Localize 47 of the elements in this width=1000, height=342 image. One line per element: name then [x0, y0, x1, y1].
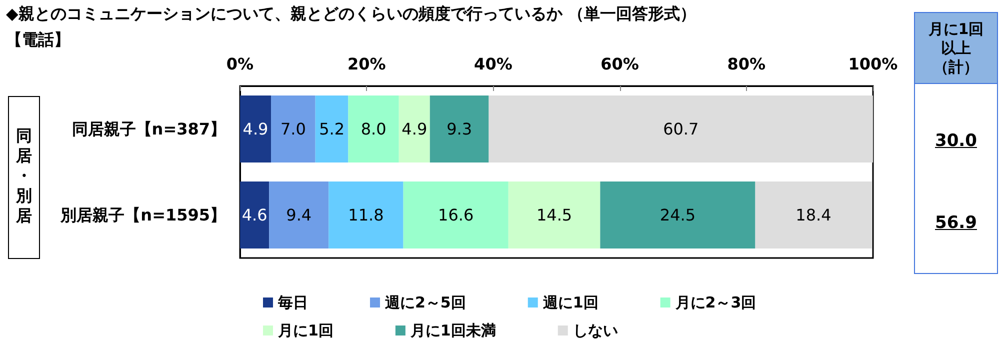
x-tick-label: 0% — [226, 54, 254, 74]
bar — [755, 181, 872, 249]
bar — [240, 181, 270, 249]
y-tick-label: 別居親子【n=1595】 — [60, 206, 226, 224]
data-label: 9.4 — [286, 206, 312, 224]
x-tick-label: 60% — [600, 54, 639, 74]
data-label: 11.8 — [348, 206, 384, 224]
data-label: 18.4 — [796, 206, 832, 224]
legend-label: 月に1回未満 — [409, 322, 496, 340]
bar — [328, 181, 404, 249]
data-label: 9.3 — [446, 120, 472, 138]
legend-label: 月に1回 — [277, 322, 334, 340]
x-tick-label: 20% — [347, 54, 386, 74]
bar — [271, 95, 316, 163]
text: 【電話】 — [6, 30, 70, 51]
data-label: 16.6 — [438, 206, 474, 224]
data-label: 7.0 — [280, 120, 306, 138]
legend-label: 毎日 — [277, 294, 308, 312]
data-label: 24.5 — [660, 206, 696, 224]
bar — [488, 95, 873, 163]
x-tick-label: 80% — [727, 54, 766, 74]
legend-label: 月に2～3回 — [674, 294, 756, 312]
data-label: 5.2 — [319, 120, 345, 138]
bar — [508, 181, 600, 249]
data-label: 8.0 — [360, 120, 386, 138]
x-tick-label: 40% — [474, 54, 512, 74]
legend-label: 週に2～5回 — [384, 294, 466, 312]
bar — [600, 181, 756, 249]
data-label: 4.9 — [242, 120, 268, 138]
data-label: 4.9 — [402, 120, 428, 138]
data-label: 14.5 — [536, 206, 572, 224]
bar — [430, 95, 489, 163]
legend-label: 週に1回 — [542, 294, 598, 312]
y-axis-title: 同居・別居 — [14, 126, 33, 226]
bar — [398, 95, 430, 163]
bar — [348, 95, 399, 163]
bar — [403, 181, 508, 249]
bar — [315, 95, 348, 163]
legend-label: しない — [572, 322, 618, 340]
chart-title: ◆親とのコミュニケーションについて、親とどのくらいの頻度で行っているか （単一回答形式） — [6, 4, 696, 25]
data-label: 60.7 — [663, 120, 699, 138]
x-tick-label: 100% — [848, 54, 898, 74]
summary-box: 月に1回以上（計） 30.0 56.9 — [914, 12, 998, 274]
data-label: 4.6 — [242, 206, 268, 224]
bar — [240, 95, 272, 163]
bar — [269, 181, 329, 249]
y-tick-label: 同居親子【n=387】 — [72, 120, 226, 138]
